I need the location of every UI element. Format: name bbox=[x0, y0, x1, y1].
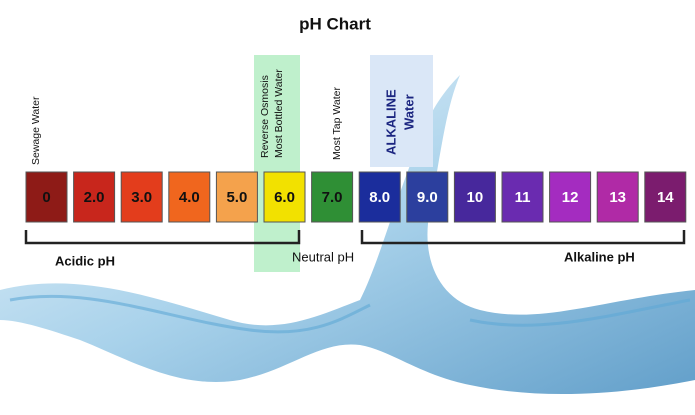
ph-label: 5.0 bbox=[226, 189, 247, 206]
annotation: ALKALINE bbox=[383, 89, 398, 155]
ph-box bbox=[644, 171, 687, 223]
group-label: Alkaline pH bbox=[564, 249, 635, 264]
ph-label: 14 bbox=[657, 189, 674, 206]
ph-box bbox=[311, 171, 354, 223]
ph-label: 2.0 bbox=[84, 189, 105, 206]
annotation: Water bbox=[401, 94, 416, 130]
ph-box bbox=[215, 171, 258, 223]
ph-box bbox=[406, 171, 449, 223]
ph-scale: 0 2.0 3.0 4.0 5.0 6.0 7.0 8.0 9.0 10 11 12 13 14 bbox=[25, 171, 687, 223]
annotation: Most Bottled Water bbox=[273, 69, 285, 158]
ph-label: 12 bbox=[562, 189, 579, 206]
ph-label: 13 bbox=[609, 189, 626, 206]
ph-label: 10 bbox=[467, 189, 484, 206]
ph-box bbox=[501, 171, 544, 223]
ph-label: 9.0 bbox=[417, 189, 438, 206]
ph-label: 7.0 bbox=[322, 189, 343, 206]
group-label: Neutral pH bbox=[292, 249, 354, 264]
water-splash bbox=[0, 75, 695, 395]
ph-box bbox=[25, 171, 68, 223]
ph-box bbox=[120, 171, 163, 223]
acidic-bracket bbox=[24, 230, 301, 245]
ph-box bbox=[549, 171, 592, 223]
ph-label: 11 bbox=[515, 189, 531, 206]
annotation: Reverse Osmosis bbox=[259, 75, 271, 158]
alkaline-bracket bbox=[360, 230, 686, 245]
ph-box bbox=[263, 171, 306, 223]
annotation: Most Tap Water bbox=[331, 87, 343, 160]
title: pH Chart bbox=[299, 14, 371, 33]
group-label: Acidic pH bbox=[55, 253, 115, 268]
ph-box bbox=[596, 171, 639, 223]
ph-label: 4.0 bbox=[179, 189, 200, 206]
ph-label: 3.0 bbox=[131, 189, 152, 206]
ph-box bbox=[453, 171, 496, 223]
ph-label: 0 bbox=[42, 189, 50, 206]
annotation: Sewage Water bbox=[30, 96, 42, 165]
ph-label: 6.0 bbox=[274, 189, 295, 206]
water-wave bbox=[9, 294, 691, 334]
ph-box bbox=[168, 171, 211, 223]
ph-box bbox=[73, 171, 116, 223]
neutral-band bbox=[254, 55, 300, 272]
alkaline-band bbox=[370, 55, 433, 167]
ph-box bbox=[358, 171, 401, 223]
ph-label: 8.0 bbox=[369, 189, 390, 206]
